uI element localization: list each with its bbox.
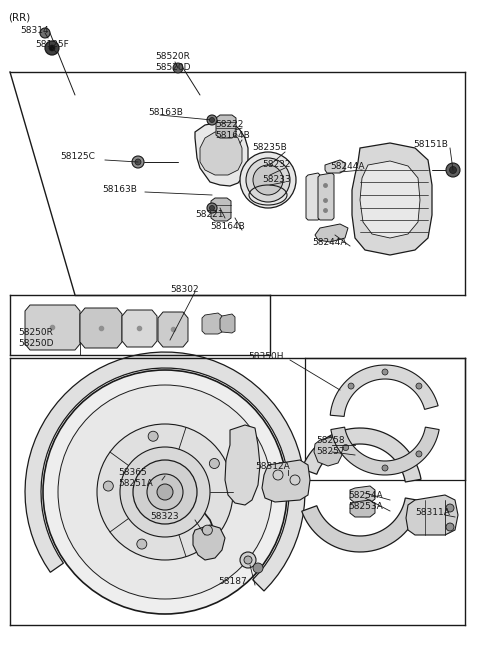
Circle shape xyxy=(137,539,147,549)
Circle shape xyxy=(343,445,348,451)
Circle shape xyxy=(209,205,215,211)
Text: 58244A: 58244A xyxy=(312,238,347,247)
Text: 58163B: 58163B xyxy=(102,185,137,194)
Text: 58254A: 58254A xyxy=(348,491,383,500)
Circle shape xyxy=(58,385,272,599)
Text: 58125C: 58125C xyxy=(60,152,95,161)
Circle shape xyxy=(209,117,215,123)
Circle shape xyxy=(40,28,50,38)
Circle shape xyxy=(209,459,219,468)
Circle shape xyxy=(416,451,422,457)
Circle shape xyxy=(240,552,256,568)
Text: 58235B: 58235B xyxy=(252,143,287,152)
Polygon shape xyxy=(216,115,236,138)
Circle shape xyxy=(253,165,283,195)
Text: 58232: 58232 xyxy=(262,160,290,169)
Text: 58257: 58257 xyxy=(316,447,345,456)
Circle shape xyxy=(120,447,210,537)
Circle shape xyxy=(446,504,454,512)
Polygon shape xyxy=(25,305,80,350)
Circle shape xyxy=(348,383,354,389)
Circle shape xyxy=(449,167,456,173)
Text: 58151B: 58151B xyxy=(413,140,448,149)
Polygon shape xyxy=(193,525,225,560)
Polygon shape xyxy=(315,224,348,242)
Circle shape xyxy=(416,383,422,389)
Circle shape xyxy=(246,158,290,202)
Polygon shape xyxy=(262,460,310,502)
Circle shape xyxy=(382,465,388,471)
Text: 58365: 58365 xyxy=(118,468,147,477)
Polygon shape xyxy=(202,313,222,334)
Circle shape xyxy=(97,424,233,560)
Text: 58312A: 58312A xyxy=(255,462,290,471)
Polygon shape xyxy=(350,486,375,503)
Text: 58250R: 58250R xyxy=(18,328,53,337)
Text: 58233: 58233 xyxy=(262,175,290,184)
Text: 58314: 58314 xyxy=(20,26,48,35)
Polygon shape xyxy=(325,160,345,173)
Circle shape xyxy=(207,203,217,213)
Text: 58163B: 58163B xyxy=(148,108,183,117)
Text: 58520D: 58520D xyxy=(155,63,191,72)
Circle shape xyxy=(103,481,113,491)
Polygon shape xyxy=(318,173,334,220)
Polygon shape xyxy=(360,161,420,238)
Circle shape xyxy=(173,63,183,73)
Circle shape xyxy=(203,525,212,535)
Circle shape xyxy=(49,45,55,51)
Circle shape xyxy=(157,484,173,500)
Polygon shape xyxy=(406,495,458,535)
Polygon shape xyxy=(195,122,248,186)
Text: 58164B: 58164B xyxy=(210,222,245,231)
Text: 58251A: 58251A xyxy=(118,479,153,488)
Polygon shape xyxy=(122,310,157,347)
Polygon shape xyxy=(306,173,320,220)
Text: 58125F: 58125F xyxy=(35,40,69,49)
Polygon shape xyxy=(220,314,235,333)
Polygon shape xyxy=(302,428,421,482)
Circle shape xyxy=(158,476,166,484)
Text: 58221: 58221 xyxy=(195,210,224,219)
Circle shape xyxy=(446,523,454,531)
Polygon shape xyxy=(350,500,375,517)
Polygon shape xyxy=(158,312,188,347)
Circle shape xyxy=(45,41,59,55)
Polygon shape xyxy=(80,308,122,348)
Text: 58258: 58258 xyxy=(316,436,345,445)
Circle shape xyxy=(207,115,217,125)
Polygon shape xyxy=(25,352,305,591)
Text: 58250D: 58250D xyxy=(18,339,53,348)
Circle shape xyxy=(132,156,144,168)
Circle shape xyxy=(135,159,141,165)
Polygon shape xyxy=(330,365,438,417)
Circle shape xyxy=(244,556,252,564)
Polygon shape xyxy=(211,198,231,221)
Polygon shape xyxy=(314,437,342,466)
Text: (RR): (RR) xyxy=(8,12,30,22)
Text: 58164B: 58164B xyxy=(215,131,250,140)
Circle shape xyxy=(133,460,197,524)
Circle shape xyxy=(446,163,460,177)
Polygon shape xyxy=(225,425,260,505)
Text: 58222: 58222 xyxy=(215,120,243,129)
Circle shape xyxy=(253,563,263,573)
Circle shape xyxy=(148,431,158,441)
Text: 58253A: 58253A xyxy=(348,502,383,511)
Text: 58520R: 58520R xyxy=(155,52,190,61)
Circle shape xyxy=(147,474,183,510)
Text: 58244A: 58244A xyxy=(330,162,364,171)
Polygon shape xyxy=(200,132,242,175)
Circle shape xyxy=(240,152,296,208)
Polygon shape xyxy=(331,427,439,475)
Polygon shape xyxy=(302,498,421,552)
Polygon shape xyxy=(352,143,432,255)
Circle shape xyxy=(382,369,388,375)
Text: 58302: 58302 xyxy=(170,285,199,294)
Text: 58323: 58323 xyxy=(150,512,179,521)
Text: 58311A: 58311A xyxy=(415,508,450,517)
Text: 58187: 58187 xyxy=(218,577,247,586)
Text: 58350H: 58350H xyxy=(248,352,284,361)
Circle shape xyxy=(43,370,287,614)
